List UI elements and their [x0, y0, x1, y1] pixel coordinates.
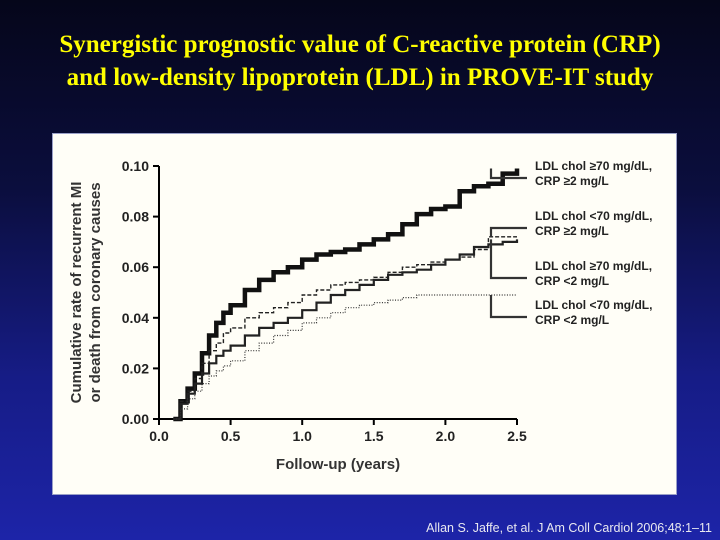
slide-title: Synergistic prognostic value of C-reacti…: [0, 28, 720, 94]
legend-item-4: LDL chol <70 mg/dL,CRP <2 mg/L: [489, 295, 652, 327]
legend-leader: [489, 295, 527, 319]
x-tick-label: 0.0: [149, 428, 169, 444]
legend-label: LDL chol <70 mg/dL,: [535, 209, 652, 223]
series-line-4: [173, 294, 517, 420]
legend-label: CRP <2 mg/L: [535, 274, 609, 288]
legend-label: CRP <2 mg/L: [535, 313, 609, 327]
y-tick-label: 0.04: [122, 310, 149, 326]
y-tick-label: 0.10: [122, 158, 149, 174]
y-axis-title-line: or death from coronary causes: [87, 182, 104, 402]
legend-label: LDL chol ≥70 mg/dL,: [535, 259, 652, 273]
legend-leader: [489, 226, 527, 237]
series-lines: [173, 168, 520, 422]
legend-label: LDL chol <70 mg/dL,: [535, 298, 652, 312]
legend-item-1: LDL chol ≥70 mg/dL,CRP ≥2 mg/L: [489, 159, 652, 188]
x-tick-label: 1.5: [364, 428, 384, 444]
y-axis-title-line: Cumulative rate of recurrent MI: [68, 182, 85, 404]
axes: 0.00 0.02 0.04 0.06 0.08 0.10 0.0 0.5 1.0 1.5 2.0 2…: [68, 158, 527, 473]
y-tick-label: 0.02: [122, 360, 149, 376]
legend-label: CRP ≥2 mg/L: [535, 174, 609, 188]
y-tick-label: 0.06: [122, 259, 149, 275]
x-tick-label: 1.0: [292, 428, 312, 444]
series-line-1: [173, 168, 520, 422]
x-tick-label: 2.5: [507, 428, 527, 444]
x-axis-title: Follow-up (years): [276, 456, 400, 473]
legend-label: CRP ≥2 mg/L: [535, 224, 609, 238]
x-tick-label: 2.0: [436, 428, 456, 444]
chart-panel: 0.00 0.02 0.04 0.06 0.08 0.10 0.0 0.5 1.0 1.5 2.0 2…: [52, 133, 677, 495]
y-tick-label: 0.08: [122, 209, 149, 225]
slide-title-line-2: and low-density lipoprotein (LDL) in PRO…: [66, 64, 654, 91]
series-line-3: [173, 239, 519, 421]
legend-item-2: LDL chol <70 mg/dL,CRP ≥2 mg/L: [489, 209, 652, 238]
legend-label: LDL chol ≥70 mg/dL,: [535, 159, 652, 173]
legend-item-3: LDL chol ≥70 mg/dL,CRP <2 mg/L: [489, 239, 652, 288]
slide-title-line-1: Synergistic prognostic value of C-reacti…: [59, 31, 661, 58]
x-tick-label: 0.5: [221, 428, 241, 444]
series-line-2: [173, 236, 517, 420]
y-tick-label: 0.00: [122, 411, 149, 427]
citation: Allan S. Jaffe, et al. J Am Coll Cardiol…: [426, 521, 712, 535]
legend-leader: [489, 239, 527, 280]
kaplan-meier-chart: 0.00 0.02 0.04 0.06 0.08 0.10 0.0 0.5 1.0 1.5 2.0 2…: [68, 158, 652, 473]
legend-leader: [489, 168, 527, 180]
